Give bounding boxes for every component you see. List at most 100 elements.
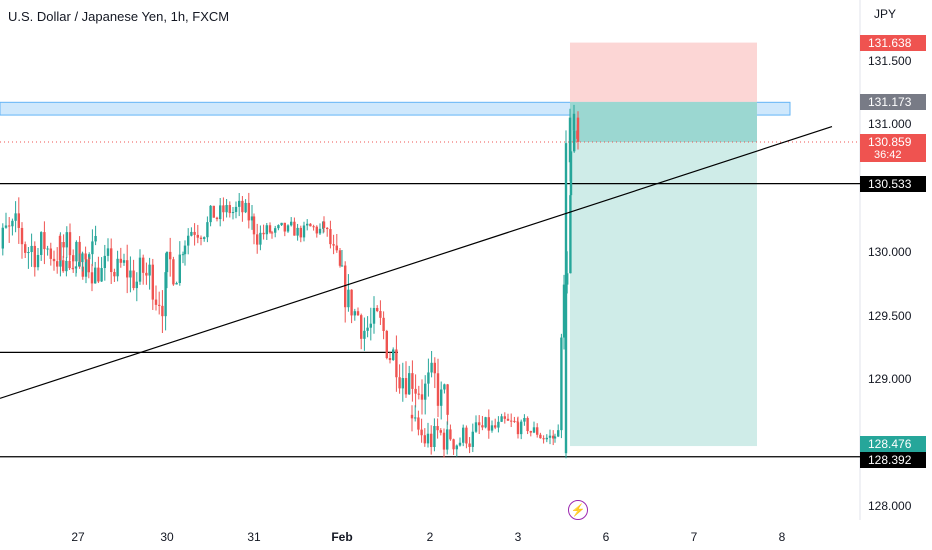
candle-body	[417, 417, 420, 430]
bar-countdown: 36:42	[860, 149, 926, 162]
candle-body	[487, 417, 490, 431]
candle-body	[532, 427, 536, 433]
candle-body	[366, 327, 369, 331]
y-tick-label: 129.500	[868, 309, 912, 323]
candle-body	[78, 262, 81, 267]
candle-body	[262, 232, 265, 235]
candle-body	[14, 213, 17, 221]
candle-body	[158, 304, 161, 306]
y-tick-label: 130.000	[868, 245, 912, 259]
candle-body	[562, 284, 566, 338]
candle-body	[81, 253, 84, 263]
candle-body	[430, 362, 433, 373]
candle-body	[88, 254, 91, 260]
candle-body	[43, 232, 46, 250]
y-tick-label: 131.500	[868, 54, 912, 68]
candle-body	[183, 245, 187, 255]
candle-body	[234, 206, 238, 212]
candle-body	[142, 257, 145, 273]
candle-body	[161, 305, 164, 317]
candle-body	[58, 235, 62, 261]
stop-price-badge: 131.638	[860, 35, 926, 51]
last-price-badge: 130.859	[860, 134, 926, 150]
candle-body	[178, 254, 181, 283]
candle-body	[302, 225, 306, 238]
candle-body	[360, 315, 363, 339]
candle-body	[497, 421, 500, 428]
candle-body	[94, 267, 97, 284]
x-tick-label: Feb	[331, 530, 353, 544]
candle-body	[212, 205, 215, 218]
candle-body	[106, 248, 110, 256]
level-price-badge: 130.533	[860, 176, 926, 192]
candle-body	[206, 222, 209, 238]
candle-body	[506, 418, 510, 421]
candle-body	[484, 417, 487, 428]
candle-body	[423, 435, 426, 444]
candle-body	[379, 311, 382, 318]
candle-body	[471, 431, 474, 447]
candle-body	[94, 235, 97, 242]
candle-body	[560, 337, 563, 431]
candle-body	[503, 416, 506, 419]
candle-body	[129, 270, 132, 278]
candle-body	[490, 425, 494, 431]
candle-body	[62, 242, 65, 248]
candle-body	[225, 205, 228, 213]
stop-loss-zone	[570, 42, 757, 102]
candle-body	[283, 222, 286, 232]
candle-body	[414, 388, 417, 394]
candle-body	[404, 378, 408, 395]
candle-body	[350, 289, 353, 316]
candle-body	[20, 227, 24, 245]
candle-body	[286, 225, 290, 232]
candle-body	[49, 248, 52, 259]
candle-body	[250, 216, 254, 221]
candle-body	[175, 282, 178, 285]
candle-body	[296, 227, 299, 236]
candle-body	[193, 231, 196, 235]
lightning-icon[interactable]: ⚡	[568, 500, 588, 520]
candle-body	[552, 435, 555, 439]
candle-body	[572, 113, 576, 131]
candle-body	[545, 437, 548, 440]
candle-body	[1, 227, 5, 249]
candle-body	[116, 258, 119, 277]
candle-body	[259, 232, 262, 245]
candle-body	[4, 225, 8, 228]
candle-body	[122, 260, 126, 263]
candle-body	[247, 202, 250, 221]
candle-body	[154, 299, 158, 305]
candle-body	[33, 245, 36, 268]
candle-body	[40, 232, 43, 255]
candle-body	[335, 245, 338, 251]
candle-body	[277, 225, 280, 229]
candle-body	[455, 445, 458, 450]
candle-body	[414, 417, 417, 419]
candle-body	[465, 427, 468, 444]
candle-body	[132, 270, 135, 289]
candle-body	[446, 429, 449, 450]
candle-body	[520, 421, 523, 435]
candle-body	[318, 228, 322, 234]
candle-body	[408, 373, 411, 395]
candle-body	[309, 223, 312, 227]
candle-body	[338, 250, 342, 266]
candle-body	[30, 245, 33, 253]
x-tick-label: 27	[71, 530, 85, 544]
candle-body	[244, 202, 247, 213]
currency-label: JPY	[874, 7, 897, 21]
candle-body	[536, 427, 539, 435]
candle-body	[569, 151, 573, 196]
candle-body	[322, 221, 326, 228]
candle-body	[36, 254, 40, 268]
candle-body	[344, 265, 347, 308]
candle-body	[446, 384, 449, 415]
candle-body	[420, 394, 424, 400]
candle-body	[382, 317, 385, 331]
candle-body	[231, 211, 235, 214]
candle-body	[270, 232, 274, 234]
candle-body	[569, 195, 572, 274]
open-profit-zone	[570, 101, 757, 142]
